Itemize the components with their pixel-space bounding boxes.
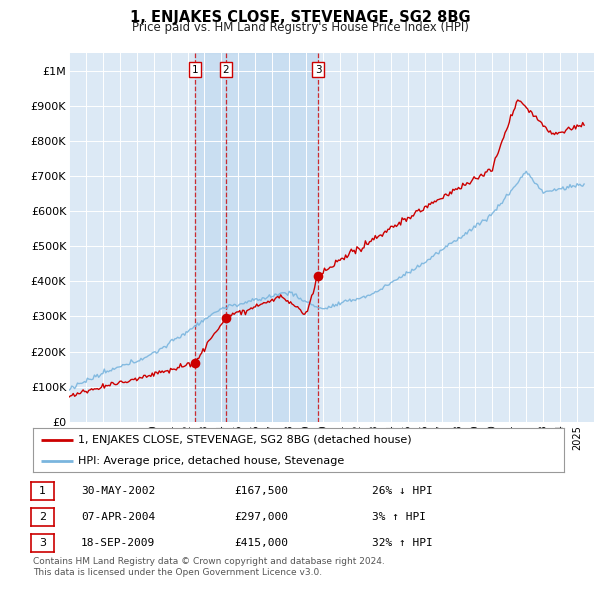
Text: 3: 3 xyxy=(315,65,322,75)
Text: 2: 2 xyxy=(223,65,229,75)
Text: 26% ↓ HPI: 26% ↓ HPI xyxy=(372,486,433,496)
Text: 1, ENJAKES CLOSE, STEVENAGE, SG2 8BG (detached house): 1, ENJAKES CLOSE, STEVENAGE, SG2 8BG (de… xyxy=(78,435,412,445)
Bar xyxy=(194,53,226,422)
Text: 3% ↑ HPI: 3% ↑ HPI xyxy=(372,512,426,522)
Bar xyxy=(226,53,318,422)
Text: 32% ↑ HPI: 32% ↑ HPI xyxy=(372,538,433,548)
Text: £415,000: £415,000 xyxy=(234,538,288,548)
Text: 07-APR-2004: 07-APR-2004 xyxy=(81,512,155,522)
Text: Contains HM Land Registry data © Crown copyright and database right 2024.: Contains HM Land Registry data © Crown c… xyxy=(33,558,385,566)
Text: 30-MAY-2002: 30-MAY-2002 xyxy=(81,486,155,496)
Text: 1, ENJAKES CLOSE, STEVENAGE, SG2 8BG: 1, ENJAKES CLOSE, STEVENAGE, SG2 8BG xyxy=(130,10,470,25)
Text: 3: 3 xyxy=(39,538,46,548)
Text: £167,500: £167,500 xyxy=(234,486,288,496)
Text: 1: 1 xyxy=(39,486,46,496)
Text: £297,000: £297,000 xyxy=(234,512,288,522)
Text: 1: 1 xyxy=(191,65,198,75)
Text: Price paid vs. HM Land Registry's House Price Index (HPI): Price paid vs. HM Land Registry's House … xyxy=(131,21,469,34)
Text: HPI: Average price, detached house, Stevenage: HPI: Average price, detached house, Stev… xyxy=(78,456,344,466)
Text: This data is licensed under the Open Government Licence v3.0.: This data is licensed under the Open Gov… xyxy=(33,568,322,577)
Text: 18-SEP-2009: 18-SEP-2009 xyxy=(81,538,155,548)
Text: 2: 2 xyxy=(39,512,46,522)
